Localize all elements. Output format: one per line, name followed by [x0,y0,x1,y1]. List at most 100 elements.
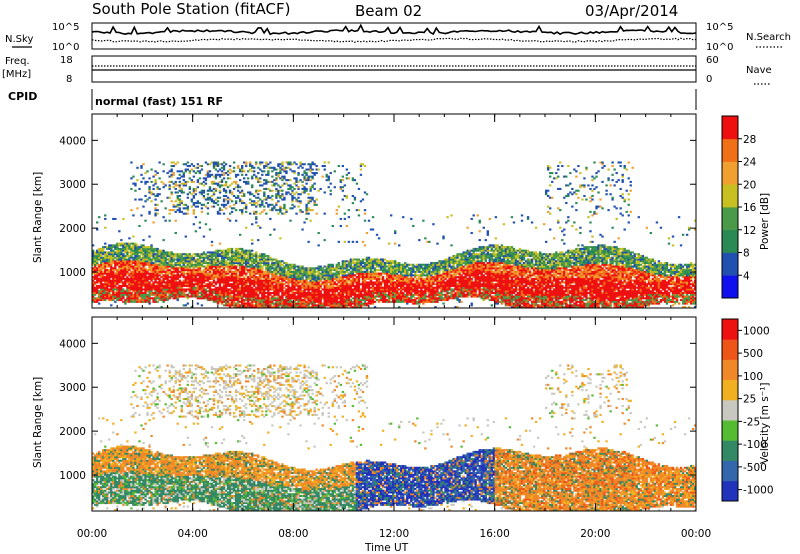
heatmap-cell [100,290,103,293]
heatmap-cell [186,209,189,212]
heatmap-cell [351,260,355,263]
heatmap-cell [281,274,284,277]
heatmap-cell [297,277,300,280]
heatmap-cell [371,270,375,273]
heatmap-cell [279,283,282,286]
heatmap-cell [156,256,159,259]
heatmap-cell [156,288,159,291]
heatmap-cell [140,263,143,266]
heatmap-cell [172,283,175,286]
heatmap-cell [327,276,330,279]
heatmap-cell [118,267,121,270]
heatmap-cell [126,293,129,296]
heatmap-cell [404,276,407,279]
heatmap-cell [198,172,202,175]
heatmap-cell [212,187,216,190]
heatmap-cell [230,276,234,279]
heatmap-cell [339,269,342,272]
heatmap-cell [96,281,99,284]
heatmap-cell [234,267,238,270]
heatmap-cell [265,300,268,303]
heatmap-cell [148,293,151,296]
heatmap-cell [313,200,316,203]
heatmap-cell [394,270,397,273]
heatmap-cell [216,272,220,275]
heatmap-cell [275,277,278,280]
heatmap-cell [279,168,282,171]
heatmap-cell [327,270,330,273]
heatmap-cell [251,295,254,298]
heatmap-cell [291,290,294,293]
heatmap-cell [315,288,318,291]
heatmap-cell [142,244,145,247]
heatmap-cell [273,182,276,185]
heatmap-cell [321,306,324,309]
heatmap-cell [236,258,240,261]
heatmap-cell [196,166,200,169]
heatmap-cell [249,306,252,309]
heatmap-cell [404,283,407,286]
heatmap-cell [174,284,177,287]
heatmap-cell [247,182,250,185]
heatmap-cell [138,274,141,277]
heatmap-cell [224,286,228,289]
heatmap-cell [238,260,242,263]
heatmap-cell [200,168,204,171]
heatmap-cell [333,295,336,298]
heatmap-cell [279,274,282,277]
heatmap-cell [331,265,334,268]
heatmap-cell [106,281,109,284]
heatmap-cell [305,173,308,176]
heatmap-cell [240,202,244,205]
heatmap-cell [210,189,214,192]
heatmap-cell [98,249,101,252]
heatmap-cell [355,240,359,243]
heatmap-cell [353,288,357,291]
heatmap-cell [343,286,347,289]
heatmap-cell [194,172,198,175]
heatmap-cell [236,295,240,298]
heatmap-cell [311,267,314,270]
heatmap-cell [240,270,244,273]
heatmap-cell [110,247,113,250]
heatmap-cell [172,281,175,284]
heatmap-cell [311,276,314,279]
heatmap-cell [343,299,347,302]
heatmap-cell [385,279,389,282]
heatmap-cell [222,291,226,295]
heatmap-cell [144,247,147,250]
heatmap-cell [305,276,308,279]
heatmap-cell [389,272,393,275]
heatmap-cell [190,286,194,289]
heatmap-cell [210,269,214,272]
heatmap-cell [116,272,119,275]
heatmap-cell [156,254,159,257]
heatmap-cell [355,276,359,279]
heatmap-cell [243,258,246,261]
heatmap-cell [220,302,224,305]
heatmap-cell [249,212,252,215]
heatmap-cell [140,276,143,279]
heatmap-cell [281,299,284,302]
heatmap-cell [234,256,238,259]
heatmap-cell [404,277,407,280]
heatmap-cell [106,297,109,300]
heatmap-cell [226,254,230,257]
heatmap-cell [249,272,252,275]
heatmap-cell [283,293,286,296]
heatmap-cell [257,295,260,298]
heatmap-cell [120,276,123,279]
heatmap-cell [132,297,135,300]
heatmap-cell [180,283,183,286]
heatmap-cell [100,270,103,273]
heatmap-cell [146,269,149,272]
heatmap-cell [200,203,204,206]
heatmap-cell [204,276,208,279]
heatmap-cell [267,256,270,259]
heatmap-cell [228,297,232,300]
heatmap-cell [128,291,131,295]
heatmap-cell [236,300,240,303]
heatmap-cell [279,210,282,213]
heatmap-cell [285,272,288,275]
heatmap-cell [144,251,147,254]
